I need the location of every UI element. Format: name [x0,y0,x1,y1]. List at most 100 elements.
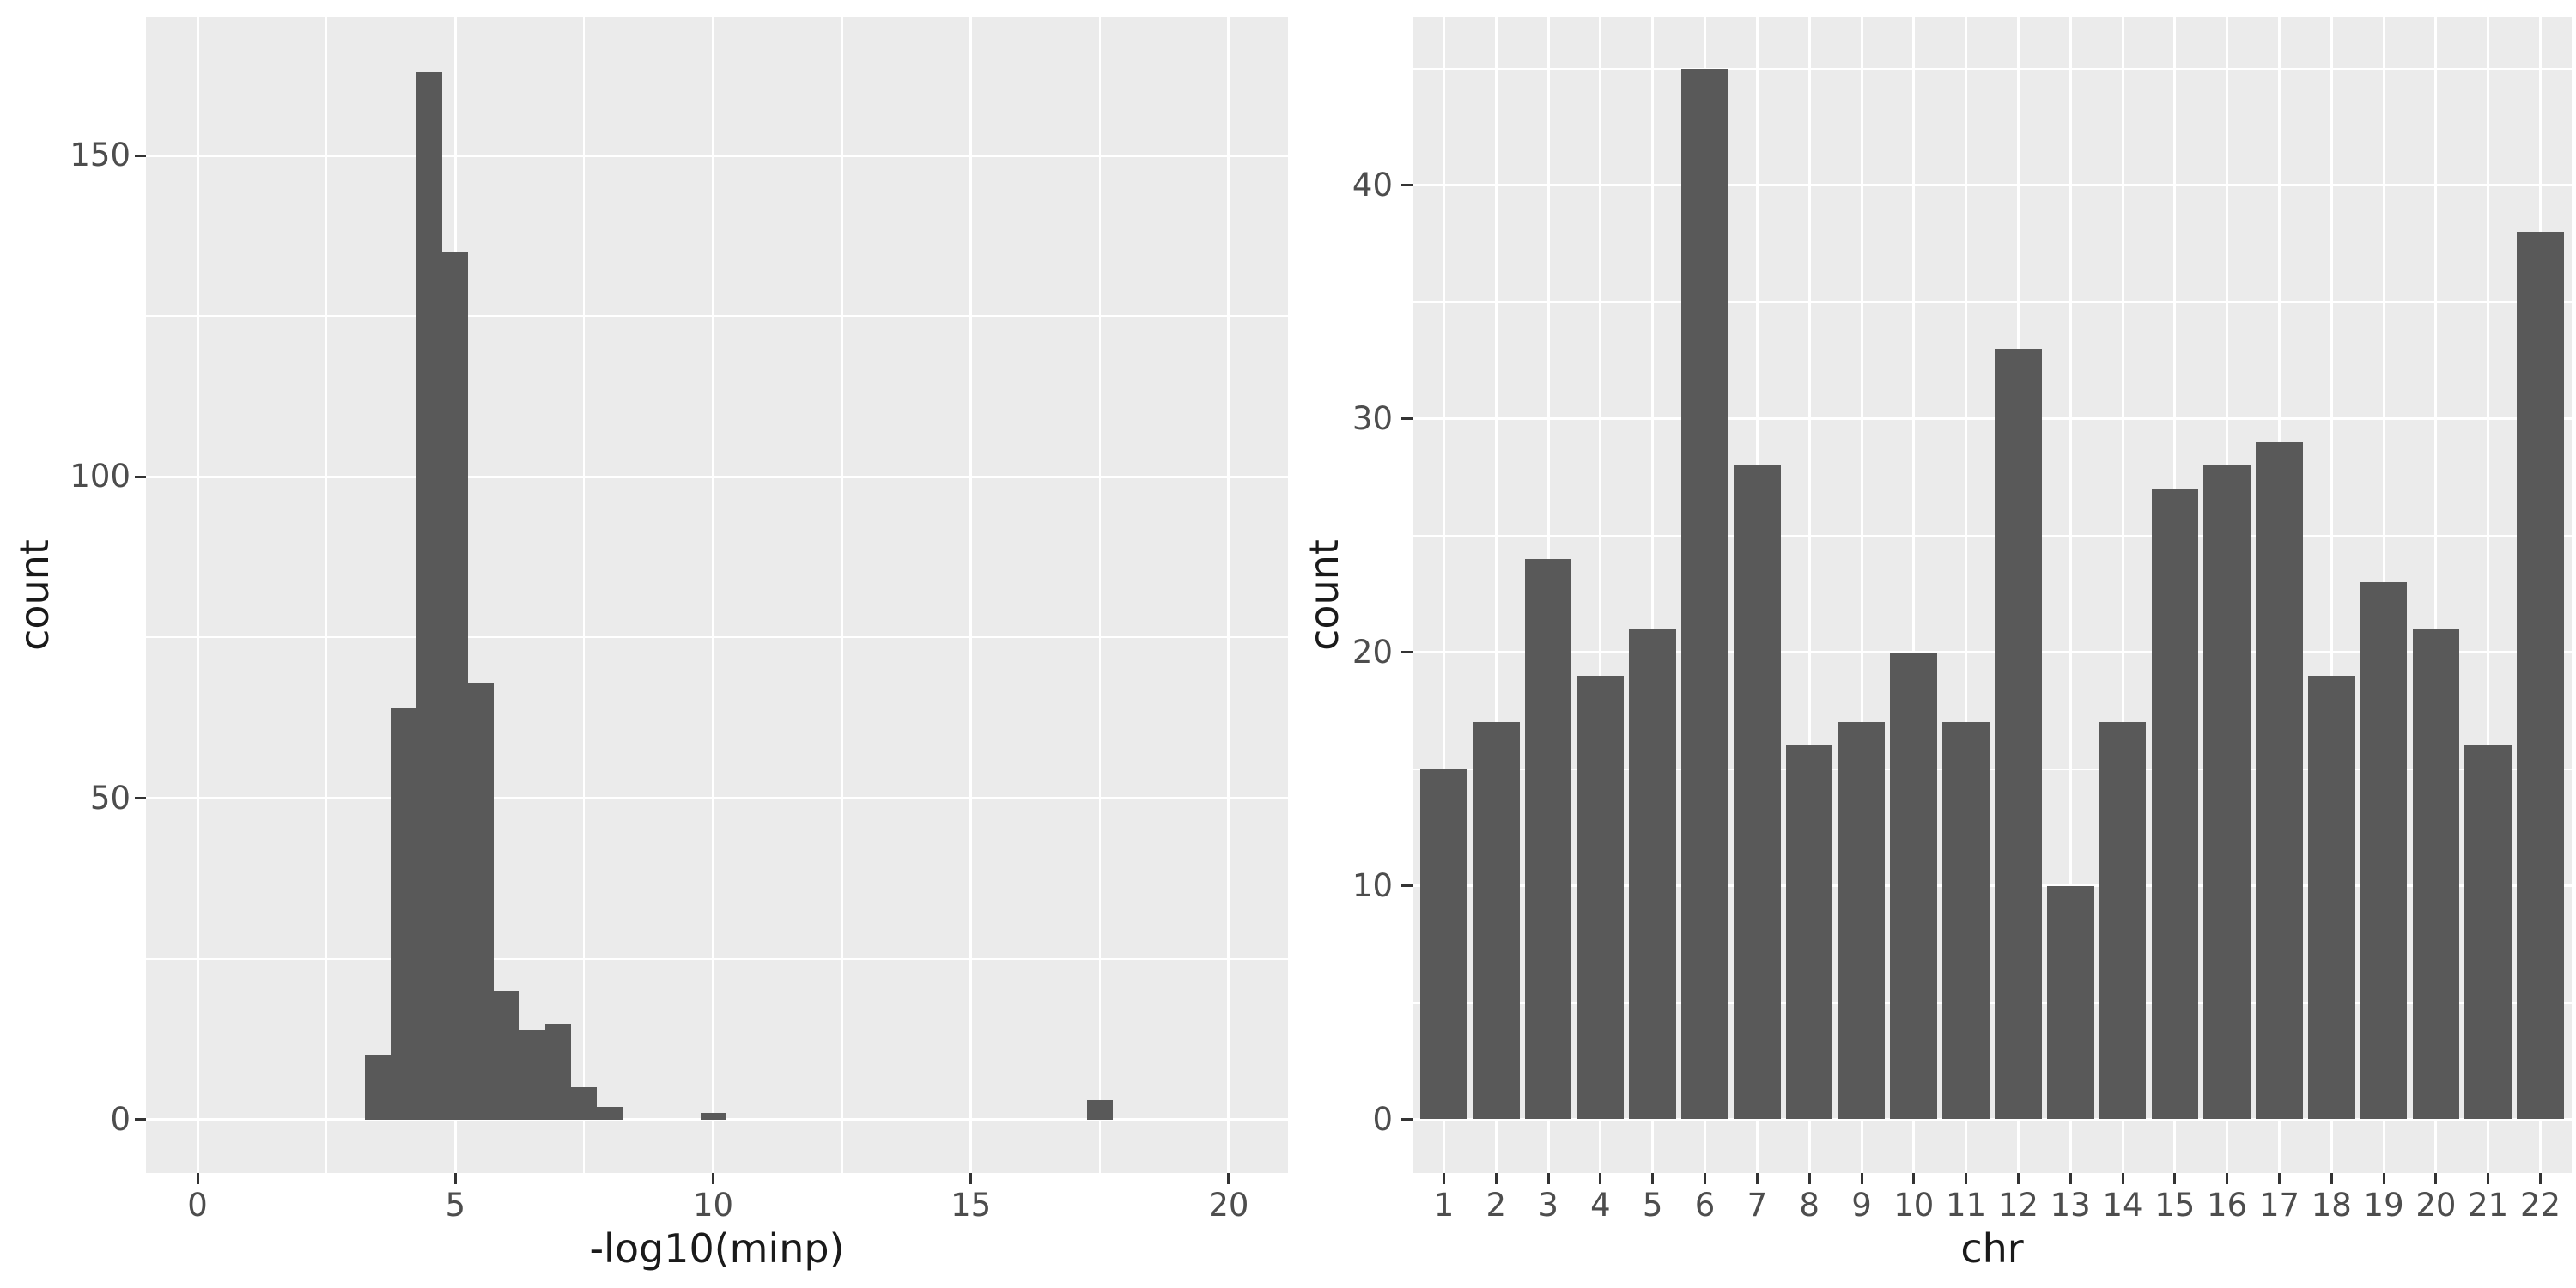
x-tick-label: 22 [2519,1187,2561,1224]
y-tick-label: 20 [1352,633,1393,671]
y-tick-label: 150 [70,137,131,173]
category-bar [1629,629,1677,1120]
x-minor-gridline [1098,17,1101,1173]
y-minor-gridline [146,315,1288,318]
x-tick-mark [1443,1173,1445,1184]
x-tick-label: 8 [1799,1187,1820,1224]
category-bar [1785,745,1833,1120]
x-tick-label: 17 [2258,1187,2300,1224]
y-tick-mark [135,475,146,478]
category-bar [1524,558,1572,1120]
x-major-gridline [969,17,973,1173]
category-bar [2151,489,2199,1120]
y-tick-mark [1401,184,1413,187]
x-major-gridline [2434,17,2438,1173]
histogram-bar [442,252,469,1120]
chr-bar-panel [1413,17,2572,1173]
x-major-gridline [1912,17,1916,1173]
y-major-gridline [1413,417,2572,421]
x-tick-label: 5 [445,1187,466,1224]
category-bar [2099,722,2147,1120]
x-tick-mark [2487,1173,2490,1184]
category-bar [1890,652,1938,1120]
x-tick-label: 18 [2311,1187,2352,1224]
x-tick-label: 10 [692,1187,734,1224]
minp-histogram-panel [146,17,1288,1173]
x-tick-label: 1 [1433,1187,1455,1224]
x-tick-label: 15 [2154,1187,2196,1224]
x-major-gridline [2330,17,2333,1173]
x-major-gridline [1494,17,1498,1173]
x-tick-mark [1494,1173,1498,1184]
category-bar [1734,465,1781,1120]
x-major-gridline [2121,17,2124,1173]
x-tick-label: 21 [2468,1187,2509,1224]
x-tick-mark [2226,1173,2229,1184]
x-tick-label: 11 [1946,1187,1987,1224]
y-major-gridline [1413,884,2572,887]
x-tick-label: 14 [2102,1187,2143,1224]
category-bar [2203,465,2251,1120]
x-tick-mark [1965,1173,1968,1184]
x-tick-label: 4 [1590,1187,1611,1224]
x-tick-mark [2016,1173,2020,1184]
y-tick-label: 0 [1372,1100,1393,1138]
y-tick-label: 100 [70,458,131,495]
x-tick-label: 9 [1851,1187,1872,1224]
x-tick-mark [2069,1173,2072,1184]
y-tick-label: 50 [89,779,131,817]
x-tick-mark [1860,1173,1863,1184]
left-y-axis-title: count [11,539,58,651]
histogram-bar [700,1113,726,1120]
x-major-gridline [2069,17,2072,1173]
x-major-gridline [1651,17,1655,1173]
category-bar [2412,629,2460,1120]
y-tick-label: 40 [1352,166,1393,204]
y-tick-mark [1401,651,1413,654]
y-minor-gridline [1413,768,2572,770]
histogram-bar [1086,1100,1113,1120]
x-tick-mark [1912,1173,1916,1184]
histogram-bar [391,708,417,1120]
right-y-axis-title: count [1301,539,1347,651]
y-tick-mark [1401,1118,1413,1121]
category-bar [1942,722,1990,1120]
y-major-gridline [1413,1118,2572,1121]
y-tick-mark [135,797,146,800]
x-tick-mark [1599,1173,1602,1184]
category-bar [2046,885,2094,1120]
y-major-gridline [1413,184,2572,187]
category-bar [1420,769,1467,1120]
x-major-gridline [1965,17,1968,1173]
x-tick-mark [1546,1173,1550,1184]
y-tick-mark [1401,884,1413,887]
x-major-gridline [1599,17,1602,1173]
histogram-bar [365,1055,392,1120]
category-bar [1838,722,1886,1120]
x-tick-mark [2173,1173,2177,1184]
x-major-gridline [196,17,199,1173]
x-minor-gridline [325,17,328,1173]
category-bar [2256,441,2303,1120]
x-tick-label: 20 [1208,1187,1249,1224]
category-bar [2517,232,2564,1120]
y-major-gridline [146,154,1288,157]
y-tick-mark [135,154,146,157]
x-tick-mark [2330,1173,2333,1184]
x-tick-mark [196,1173,199,1184]
x-tick-mark [712,1173,714,1184]
x-tick-label: 5 [1642,1187,1663,1224]
x-tick-mark [2539,1173,2542,1184]
x-tick-mark [1227,1173,1230,1184]
y-major-gridline [146,1118,1288,1121]
y-major-gridline [146,475,1288,478]
x-tick-mark [1651,1173,1655,1184]
x-tick-mark [969,1173,973,1184]
right-x-axis-title: chr [1960,1225,2024,1272]
x-tick-label: 13 [2050,1187,2091,1224]
category-bar [1995,349,2042,1120]
histogram-bar [571,1087,598,1120]
y-tick-mark [135,1118,146,1121]
y-minor-gridline [1413,301,2572,303]
